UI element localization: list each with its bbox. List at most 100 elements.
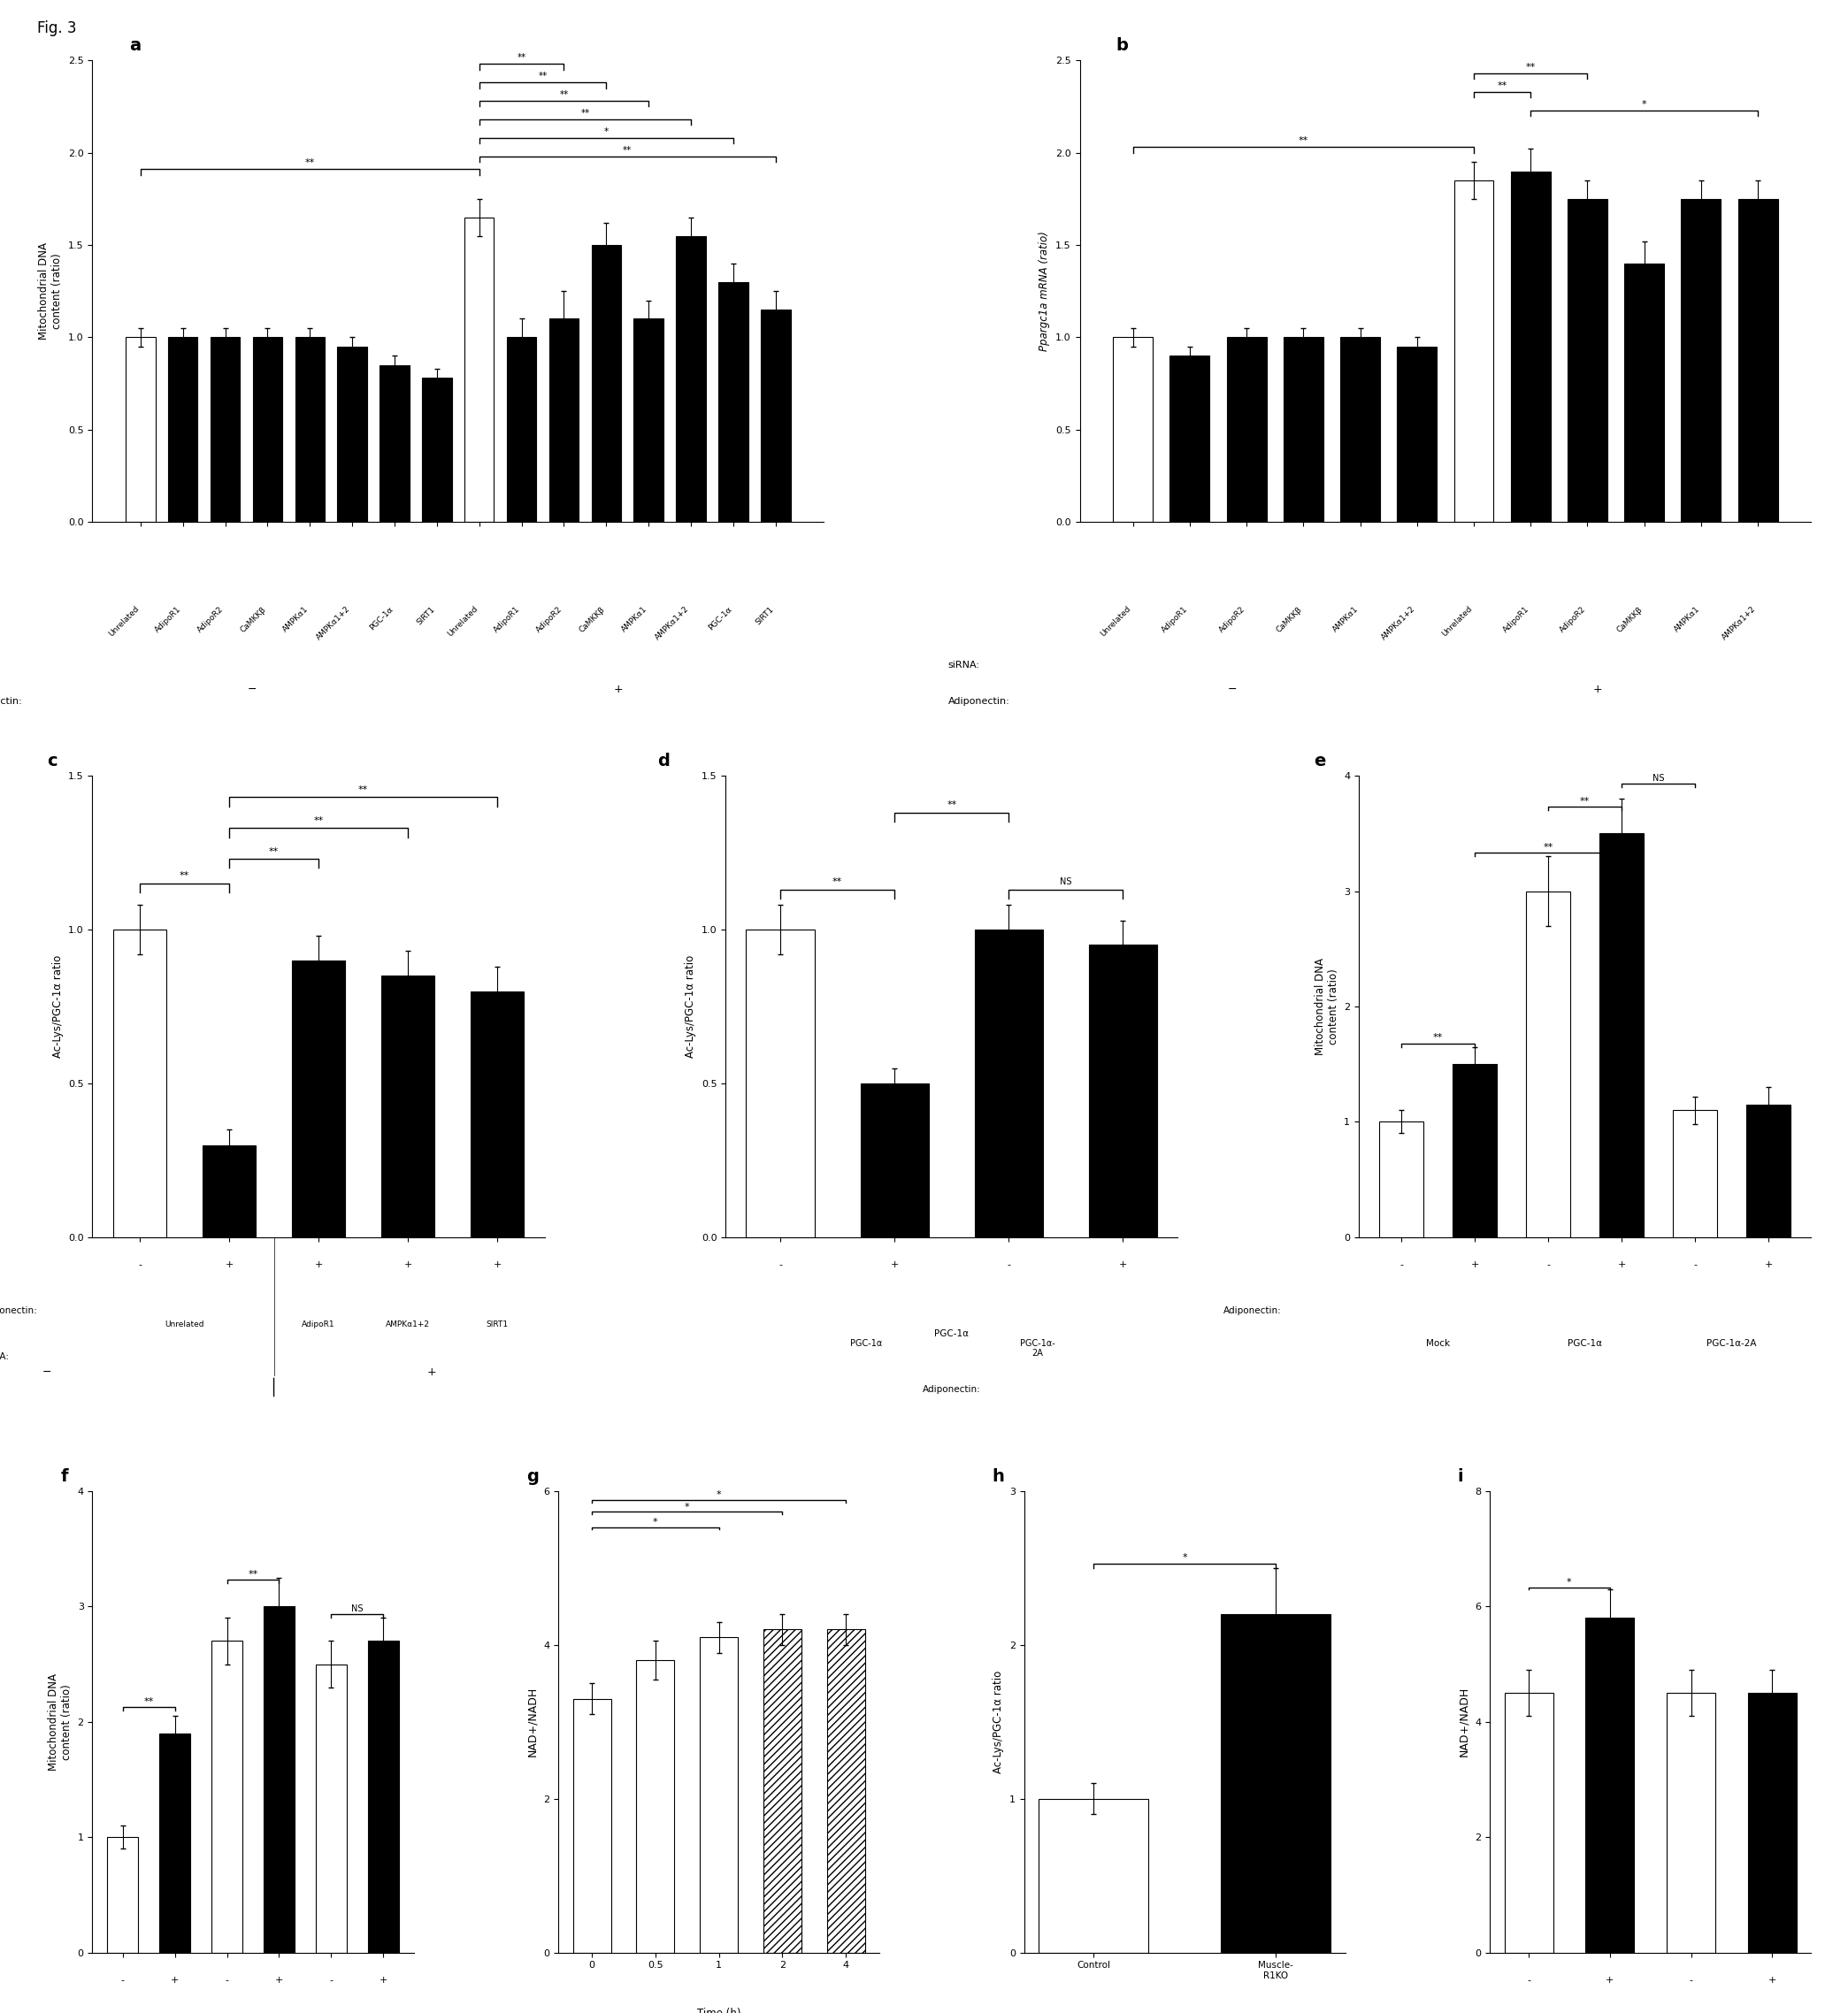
Text: **: ** xyxy=(359,785,368,795)
Text: **: ** xyxy=(305,159,314,167)
Bar xyxy=(549,318,578,521)
Text: **: ** xyxy=(1580,797,1589,805)
Text: **: ** xyxy=(1497,81,1508,91)
Text: NS: NS xyxy=(1061,878,1072,886)
Bar xyxy=(1112,338,1153,521)
Text: +: + xyxy=(427,1367,436,1379)
Text: CaMKKβ: CaMKKβ xyxy=(578,606,606,634)
Text: +: + xyxy=(379,1975,388,1985)
Bar xyxy=(747,930,815,1238)
Bar xyxy=(1682,199,1720,521)
Bar xyxy=(573,1699,612,1953)
Text: −: − xyxy=(43,1367,52,1379)
Text: +: + xyxy=(493,1260,501,1268)
Text: Adiponectin:: Adiponectin: xyxy=(948,696,1009,707)
Text: +: + xyxy=(1118,1260,1127,1268)
Text: **: ** xyxy=(179,872,190,880)
Text: +: + xyxy=(1769,1975,1776,1985)
Text: b: b xyxy=(1116,38,1129,54)
Text: Adiponectin:: Adiponectin: xyxy=(922,1385,981,1393)
Text: AdipoR1: AdipoR1 xyxy=(1501,606,1530,634)
Text: **: ** xyxy=(1543,843,1552,851)
Text: AdipoR2: AdipoR2 xyxy=(534,606,564,634)
Text: +: + xyxy=(403,1260,412,1268)
Bar xyxy=(1567,199,1608,521)
Text: **: ** xyxy=(314,815,323,825)
Text: *: * xyxy=(652,1518,658,1526)
Bar xyxy=(296,338,325,521)
Text: -: - xyxy=(1547,1260,1550,1268)
Text: siRNA:: siRNA: xyxy=(0,1353,9,1361)
Text: *: * xyxy=(604,127,608,137)
Text: AdipoR2: AdipoR2 xyxy=(196,606,225,634)
Bar xyxy=(1667,1693,1715,1953)
Bar xyxy=(1672,1111,1717,1238)
Text: CaMKKβ: CaMKKβ xyxy=(1615,606,1645,634)
Bar xyxy=(1379,1121,1423,1238)
Text: g: g xyxy=(527,1467,538,1486)
Text: AMPKα1: AMPKα1 xyxy=(281,606,310,634)
Bar xyxy=(1600,833,1643,1238)
Y-axis label: NAD+/NADH: NAD+/NADH xyxy=(527,1687,538,1757)
Text: AMPKα1+2: AMPKα1+2 xyxy=(654,606,691,642)
Y-axis label: Ac-Lys/PGC-1α ratio: Ac-Lys/PGC-1α ratio xyxy=(992,1671,1003,1773)
Bar xyxy=(700,1637,737,1953)
Text: AdipoR1: AdipoR1 xyxy=(1161,606,1190,634)
Text: PGC-1α: PGC-1α xyxy=(935,1329,968,1339)
Text: *: * xyxy=(717,1492,721,1500)
Bar xyxy=(719,282,748,521)
Text: +: + xyxy=(275,1975,283,1985)
Y-axis label: Ac-Lys/PGC-1α ratio: Ac-Lys/PGC-1α ratio xyxy=(52,954,63,1059)
Bar xyxy=(1340,338,1380,521)
Text: *: * xyxy=(1183,1552,1186,1562)
Text: AMPKα1: AMPKα1 xyxy=(619,606,649,634)
Text: **: ** xyxy=(946,801,957,809)
Bar xyxy=(1624,264,1665,521)
Text: **: ** xyxy=(144,1697,153,1705)
Text: +: + xyxy=(1471,1260,1478,1268)
Text: Adiponectin:: Adiponectin: xyxy=(1223,1306,1281,1314)
Text: i: i xyxy=(1458,1467,1464,1486)
Text: Unrelated: Unrelated xyxy=(1100,606,1133,638)
Text: PGC-1α: PGC-1α xyxy=(706,606,734,632)
Text: AMPKα1: AMPKα1 xyxy=(1331,606,1360,634)
Text: Time (h): Time (h) xyxy=(697,2009,741,2013)
Text: AdipoR1: AdipoR1 xyxy=(492,606,521,634)
Text: +: + xyxy=(170,1975,179,1985)
Text: *: * xyxy=(1641,99,1647,109)
Text: NS: NS xyxy=(351,1604,364,1612)
Text: -: - xyxy=(1399,1260,1403,1268)
Text: PGC-1α-2A: PGC-1α-2A xyxy=(1708,1339,1757,1347)
Text: SIRT1: SIRT1 xyxy=(416,606,436,626)
Y-axis label: Mitochondrial DNA
content (ratio): Mitochondrial DNA content (ratio) xyxy=(1314,958,1340,1055)
Bar xyxy=(1039,1800,1148,1953)
Text: +: + xyxy=(225,1260,233,1268)
Text: **: ** xyxy=(1299,137,1308,145)
Bar xyxy=(1453,1065,1497,1238)
Text: **: ** xyxy=(248,1570,259,1578)
Text: Unrelated: Unrelated xyxy=(445,606,479,638)
Bar xyxy=(159,1733,190,1953)
Bar xyxy=(253,338,283,521)
Y-axis label: Mitochondrial DNA
content (ratio): Mitochondrial DNA content (ratio) xyxy=(39,242,63,340)
Text: **: ** xyxy=(268,847,279,856)
Bar xyxy=(368,1641,399,1953)
Text: -: - xyxy=(120,1975,124,1985)
Text: PGC-1α: PGC-1α xyxy=(1567,1339,1602,1347)
Text: AMPKα1+2: AMPKα1+2 xyxy=(1380,606,1417,642)
Text: CaMKKβ: CaMKKβ xyxy=(1275,606,1303,634)
Text: +: + xyxy=(314,1260,323,1268)
Text: **: ** xyxy=(538,72,547,81)
Text: Adiponectin:: Adiponectin: xyxy=(0,696,22,707)
Text: -: - xyxy=(329,1975,333,1985)
Text: NS: NS xyxy=(1652,773,1665,783)
Text: CaMKKβ: CaMKKβ xyxy=(238,606,268,634)
Bar xyxy=(338,346,368,521)
Text: PGC-1α: PGC-1α xyxy=(850,1339,881,1347)
Text: PGC-1α: PGC-1α xyxy=(368,606,394,632)
Text: c: c xyxy=(48,753,57,769)
Text: -: - xyxy=(1007,1260,1011,1268)
Text: +: + xyxy=(1617,1260,1626,1268)
Text: PGC-1α-
2A: PGC-1α- 2A xyxy=(1020,1339,1055,1359)
Bar xyxy=(1526,892,1571,1238)
